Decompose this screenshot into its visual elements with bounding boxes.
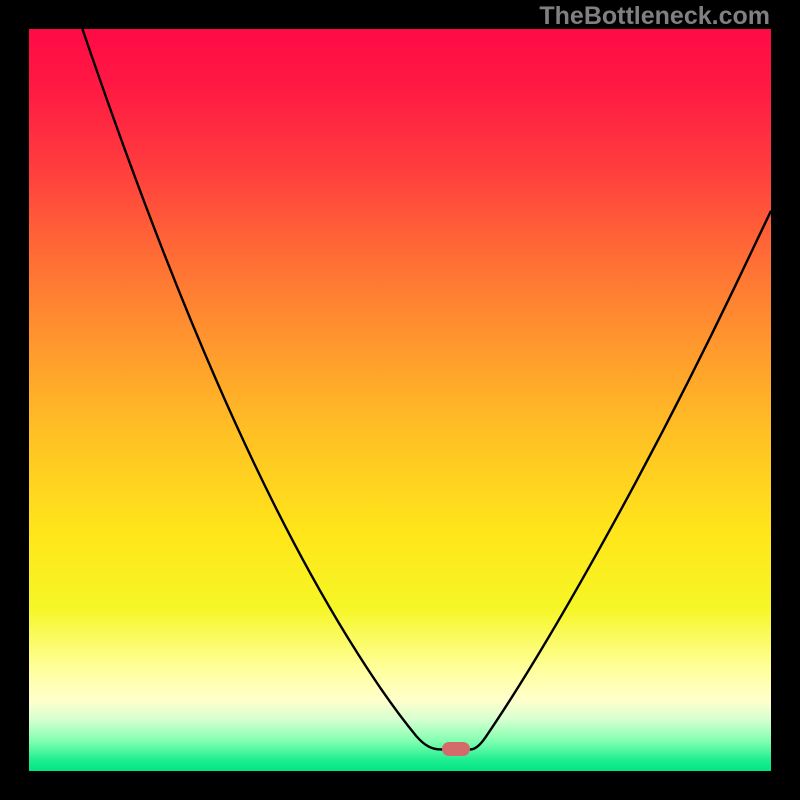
watermark-text: TheBottleneck.com [539,2,770,31]
chart-container: TheBottleneck.com [0,0,800,800]
plot-area [29,29,771,771]
bottleneck-curve [29,29,771,771]
optimal-marker [442,742,470,756]
